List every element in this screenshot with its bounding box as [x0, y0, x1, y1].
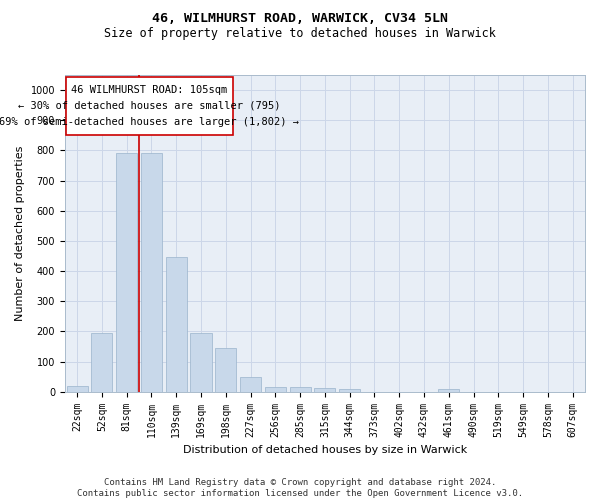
Bar	[240, 376, 261, 392]
Bar	[265, 387, 286, 392]
Text: 46 WILMHURST ROAD: 105sqm: 46 WILMHURST ROAD: 105sqm	[71, 84, 227, 94]
Bar	[190, 333, 212, 392]
Bar	[67, 386, 88, 392]
Text: 69% of semi-detached houses are larger (1,802) →: 69% of semi-detached houses are larger (…	[0, 117, 299, 127]
Bar	[314, 388, 335, 392]
Text: Contains HM Land Registry data © Crown copyright and database right 2024.
Contai: Contains HM Land Registry data © Crown c…	[77, 478, 523, 498]
Text: Size of property relative to detached houses in Warwick: Size of property relative to detached ho…	[104, 28, 496, 40]
Bar	[290, 387, 311, 392]
Y-axis label: Number of detached properties: Number of detached properties	[15, 146, 25, 321]
Bar	[65, 77, 233, 134]
Text: 46, WILMHURST ROAD, WARWICK, CV34 5LN: 46, WILMHURST ROAD, WARWICK, CV34 5LN	[152, 12, 448, 26]
Bar	[91, 333, 112, 392]
Bar	[116, 154, 137, 392]
Bar	[438, 390, 459, 392]
Bar	[141, 154, 162, 392]
Bar	[166, 258, 187, 392]
Bar	[215, 348, 236, 392]
X-axis label: Distribution of detached houses by size in Warwick: Distribution of detached houses by size …	[183, 445, 467, 455]
Bar	[339, 390, 360, 392]
Text: ← 30% of detached houses are smaller (795): ← 30% of detached houses are smaller (79…	[18, 101, 281, 111]
